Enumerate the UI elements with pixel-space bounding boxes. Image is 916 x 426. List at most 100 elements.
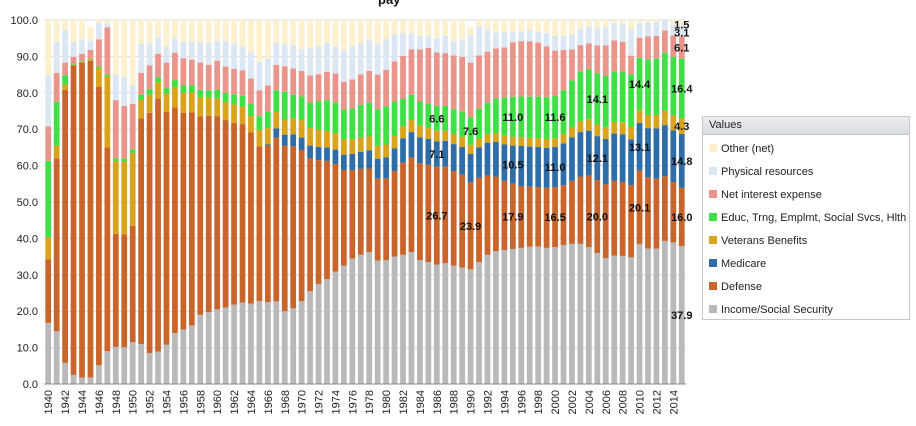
bar-segment xyxy=(585,130,592,176)
bar-segment xyxy=(653,178,660,249)
bar-segment xyxy=(577,176,584,244)
bar-segment xyxy=(670,130,677,182)
bar-segment xyxy=(248,116,254,133)
bar-segment xyxy=(62,29,68,63)
bar-segment xyxy=(180,41,187,59)
bar-segment xyxy=(341,109,347,140)
bar-segment xyxy=(484,29,491,52)
y-axis-ticks: 0.0 10.0 20.0 30.0 40.0 50.0 60.0 70.0 80.0 90.0 1… xyxy=(10,15,38,391)
bar-segment xyxy=(214,309,221,384)
bar-segment xyxy=(104,74,111,77)
bar-segment xyxy=(391,34,398,62)
bar-segment xyxy=(374,109,381,146)
y-tick-label: 0.0 xyxy=(23,379,38,391)
data-label: 6.6 xyxy=(429,113,444,125)
bar-segment xyxy=(442,53,449,106)
y-tick-label: 70.0 xyxy=(17,124,38,136)
bar-segment xyxy=(493,133,499,142)
y-tick-label: 60.0 xyxy=(17,161,38,173)
bar-segment xyxy=(450,171,457,266)
x-tick-label: 1998 xyxy=(533,390,545,414)
bar-segment xyxy=(476,26,482,56)
bar-segment xyxy=(231,122,237,305)
x-tick-label: 2012 xyxy=(651,390,663,414)
legend-swatch xyxy=(709,259,717,268)
bar-segment xyxy=(459,111,466,137)
data-label: 26.7 xyxy=(426,211,447,223)
bar-segment xyxy=(298,149,305,302)
bar-segment xyxy=(307,102,313,129)
bar-segment xyxy=(121,76,128,106)
legend-swatch xyxy=(709,282,717,291)
x-tick-label: 1950 xyxy=(128,390,140,414)
bar-segment xyxy=(467,182,474,270)
bar-segment xyxy=(450,144,457,172)
bar-segment xyxy=(138,343,145,384)
bar-segment xyxy=(526,137,533,147)
data-label: 3.1 xyxy=(674,28,689,40)
bar-segment xyxy=(484,175,491,255)
bar-segment xyxy=(290,134,297,147)
bar-segment xyxy=(298,49,305,71)
bar-segment xyxy=(281,91,288,120)
bar-segment xyxy=(349,45,356,80)
bar-segment xyxy=(79,53,85,62)
bar-segment xyxy=(264,85,271,112)
bar-segment xyxy=(653,58,660,115)
bar-segment xyxy=(678,187,685,247)
bar-segment xyxy=(197,62,204,90)
bar-segment xyxy=(442,105,449,131)
bar-segment xyxy=(628,127,634,140)
bar-segment xyxy=(180,85,187,93)
bar-segment xyxy=(501,135,508,145)
bar-segment xyxy=(112,346,119,384)
bar-segment xyxy=(628,55,634,75)
bar-segment xyxy=(594,45,601,74)
bar-segment xyxy=(349,139,356,154)
bar-segment xyxy=(518,31,525,42)
bar-segment xyxy=(112,100,119,159)
bar-segment xyxy=(45,75,52,127)
x-tick-label: 1986 xyxy=(432,390,444,414)
bar-segment xyxy=(87,377,94,384)
bar-segment xyxy=(425,139,432,165)
bar-segment xyxy=(653,248,660,384)
bar-segment xyxy=(526,41,533,97)
bar-segment xyxy=(383,144,389,158)
bar-segment xyxy=(645,248,651,384)
bar-segment xyxy=(62,62,68,76)
legend-item: Medicare xyxy=(709,258,766,274)
bar-segment xyxy=(53,72,60,102)
bar-segment xyxy=(315,147,322,161)
bar-segment xyxy=(248,20,254,53)
bar-segment xyxy=(374,158,381,179)
bar-segment xyxy=(670,35,677,57)
data-label: 16.0 xyxy=(671,212,692,224)
bar-segment xyxy=(636,20,643,24)
bar-segment xyxy=(611,121,618,134)
bar-segment xyxy=(248,132,254,304)
bar-segment xyxy=(509,136,516,146)
bar-segment xyxy=(383,69,389,107)
bar-segment xyxy=(138,100,145,119)
bar-segment xyxy=(273,90,280,113)
x-tick-label: 1970 xyxy=(297,390,309,414)
legend-item: Net interest expense xyxy=(709,189,822,205)
data-label: 7.6 xyxy=(463,126,478,138)
bar-segment xyxy=(594,124,601,137)
bar-segment xyxy=(662,125,668,177)
bars xyxy=(45,20,685,384)
bar-segment xyxy=(535,246,542,384)
bar-segment xyxy=(662,176,668,241)
bar-segment xyxy=(70,374,77,384)
bar-segment xyxy=(298,70,305,97)
bar-segment xyxy=(400,254,406,384)
bar-segment xyxy=(180,58,187,86)
x-tick-label: 2006 xyxy=(601,390,613,414)
bar-segment xyxy=(197,89,204,98)
bar-segment xyxy=(645,177,651,249)
bar-segment xyxy=(248,52,254,79)
bar-segment xyxy=(357,168,364,255)
legend-swatch xyxy=(709,167,717,176)
bar-segment xyxy=(636,170,643,244)
